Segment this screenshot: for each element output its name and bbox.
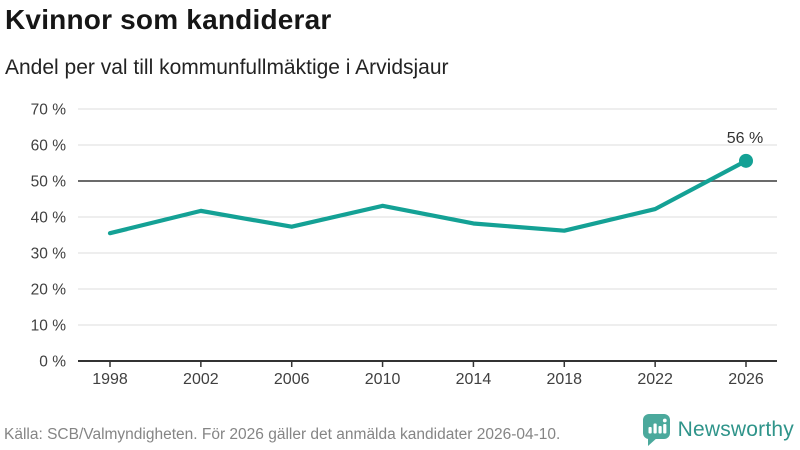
y-tick-label: 30 %	[31, 246, 67, 263]
y-tick-label: 40 %	[31, 210, 67, 227]
y-tick-label: 10 %	[31, 318, 67, 335]
y-tick-label: 0 %	[39, 354, 66, 371]
source-note: Källa: SCB/Valmyndigheten. För 2026 gäll…	[4, 426, 561, 443]
x-tick-label: 2010	[365, 371, 401, 388]
y-tick-label: 20 %	[31, 282, 67, 299]
y-tick-label: 60 %	[31, 138, 67, 155]
x-tick-label: 2006	[274, 371, 310, 388]
x-tick-label: 2014	[456, 371, 492, 388]
chart-title: Kvinnor som kandiderar	[5, 4, 332, 35]
newsworthy-logo-text: Newsworthy	[677, 417, 794, 441]
x-tick-label: 2018	[546, 371, 582, 388]
x-tick-label: 2022	[637, 371, 673, 388]
data-line	[107, 158, 749, 236]
x-tick-label: 1998	[92, 371, 128, 388]
chart-subtitle: Andel per val till kommunfullmäktige i A…	[5, 56, 449, 79]
y-tick-label: 70 %	[31, 102, 67, 119]
newsworthy-logo-icon	[642, 414, 670, 446]
y-tick-label: 50 %	[31, 174, 67, 191]
last-point-marker	[738, 153, 753, 168]
line-chart: 0 % 10 % 20 % 30 % 40 % 50 % 60 % 70 % 1998 2002 2…	[31, 102, 777, 388]
newsworthy-logo[interactable]: Newsworthy	[642, 413, 794, 446]
x-tick-label: 2026	[728, 371, 764, 388]
x-tick-label: 2002	[183, 371, 219, 388]
last-point-label: 56 %	[727, 130, 763, 147]
